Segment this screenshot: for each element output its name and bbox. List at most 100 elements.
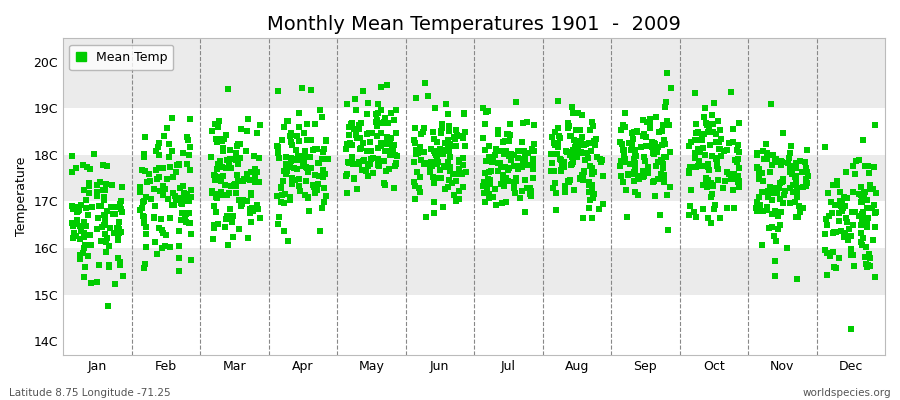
Point — [755, 170, 770, 176]
Point — [583, 127, 598, 133]
Point — [137, 154, 151, 160]
Point — [94, 238, 109, 244]
Point — [287, 177, 302, 183]
Point — [695, 137, 709, 143]
Point — [390, 152, 404, 159]
Point — [566, 147, 580, 154]
Point — [628, 188, 643, 195]
Point — [817, 230, 832, 237]
Point — [418, 80, 432, 87]
Point — [697, 114, 711, 120]
Point — [230, 141, 245, 147]
Point — [858, 189, 872, 196]
Point — [207, 172, 221, 178]
Point — [408, 196, 422, 202]
Point — [340, 158, 355, 165]
Point — [497, 183, 511, 190]
Point — [377, 180, 392, 186]
Point — [64, 202, 78, 209]
Point — [133, 184, 148, 190]
Point — [732, 149, 746, 155]
Point — [732, 184, 746, 190]
Point — [221, 86, 236, 92]
Point — [830, 178, 844, 184]
Point — [97, 194, 112, 200]
Point — [306, 182, 320, 188]
Point — [613, 162, 627, 169]
Point — [210, 139, 224, 146]
Point — [753, 202, 768, 208]
Point — [441, 159, 455, 165]
Point — [862, 254, 877, 261]
Point — [383, 152, 398, 158]
Point — [832, 218, 847, 224]
Point — [144, 196, 158, 202]
Point — [279, 161, 293, 168]
Point — [706, 100, 721, 106]
Point — [697, 131, 711, 137]
Point — [565, 154, 580, 160]
Point — [868, 273, 882, 280]
Point — [371, 144, 385, 151]
Point — [784, 171, 798, 178]
Point — [863, 181, 878, 188]
Point — [698, 152, 713, 158]
Point — [596, 173, 610, 179]
Point — [789, 172, 804, 179]
Point — [208, 121, 222, 127]
Point — [290, 166, 304, 172]
Point — [149, 148, 164, 154]
Point — [113, 262, 128, 268]
Point — [835, 205, 850, 211]
Point — [169, 162, 184, 168]
Point — [653, 156, 668, 163]
Point — [478, 199, 492, 205]
Point — [355, 167, 369, 173]
Point — [652, 128, 666, 135]
Point — [523, 191, 537, 198]
Point — [152, 165, 166, 172]
Point — [554, 167, 569, 173]
Point — [352, 122, 366, 128]
Point — [701, 128, 716, 135]
Point — [68, 233, 83, 239]
Point — [643, 121, 657, 128]
Point — [167, 192, 182, 199]
Bar — [63, 38, 885, 108]
Point — [859, 163, 873, 170]
Point — [707, 206, 722, 212]
Point — [573, 149, 588, 156]
Point — [562, 152, 577, 158]
Point — [300, 137, 314, 143]
Point — [560, 149, 574, 156]
Point — [310, 146, 324, 152]
Point — [503, 132, 517, 138]
Point — [233, 155, 248, 162]
Point — [206, 224, 220, 231]
Point — [627, 162, 642, 168]
Point — [342, 124, 356, 130]
Point — [372, 162, 386, 168]
Point — [789, 194, 804, 200]
Point — [288, 146, 302, 153]
Point — [147, 186, 161, 192]
Point — [374, 143, 389, 149]
Point — [574, 150, 589, 156]
Point — [440, 137, 454, 143]
Point — [98, 212, 112, 218]
Point — [220, 241, 235, 248]
Point — [519, 184, 534, 191]
Point — [793, 209, 807, 215]
Point — [504, 156, 518, 163]
Point — [855, 217, 869, 223]
Point — [834, 208, 849, 215]
Point — [857, 189, 871, 195]
Point — [854, 239, 868, 246]
Point — [788, 199, 802, 205]
Point — [687, 164, 701, 170]
Point — [157, 183, 171, 189]
Point — [244, 219, 258, 226]
Point — [429, 152, 444, 158]
Point — [550, 151, 564, 157]
Point — [843, 252, 858, 258]
